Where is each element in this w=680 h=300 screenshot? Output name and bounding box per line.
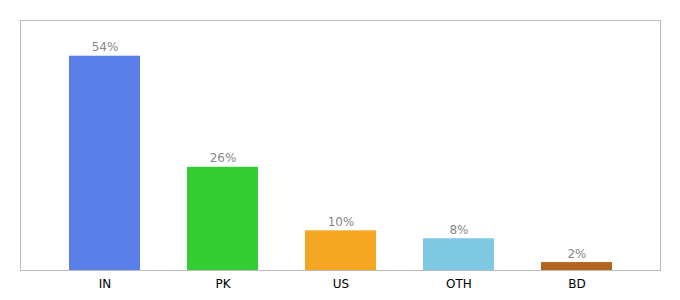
- svg-text:PK: PK: [215, 277, 231, 291]
- svg-text:10%: 10%: [328, 215, 355, 229]
- svg-text:IN: IN: [99, 277, 112, 291]
- svg-text:OTH: OTH: [446, 277, 472, 291]
- svg-text:2%: 2%: [567, 247, 586, 261]
- svg-text:54%: 54%: [92, 40, 119, 54]
- svg-text:26%: 26%: [210, 151, 237, 165]
- svg-text:BD: BD: [568, 277, 585, 291]
- svg-text:US: US: [333, 277, 349, 291]
- svg-text:8%: 8%: [449, 223, 468, 237]
